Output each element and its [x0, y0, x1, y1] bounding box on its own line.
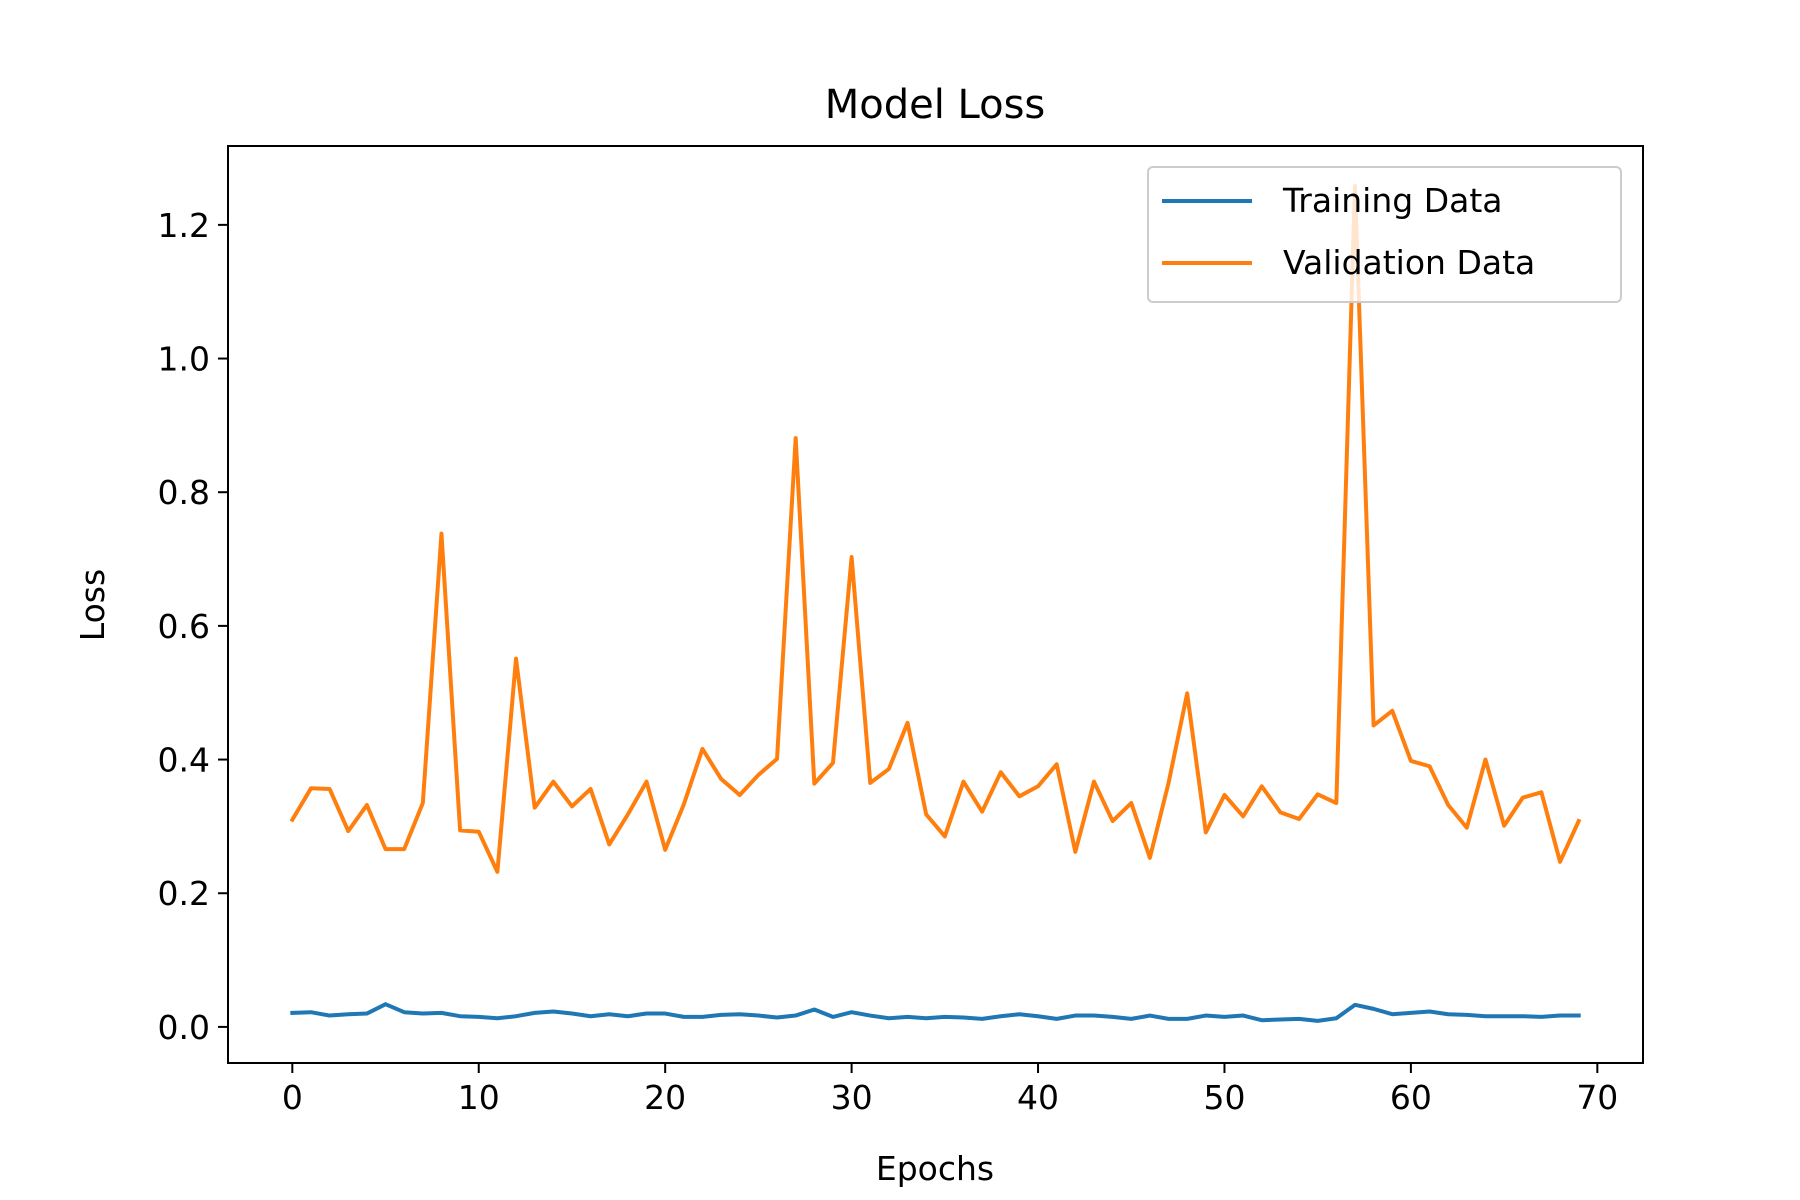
x-tick-label: 70 [1576, 1078, 1618, 1117]
legend-label-validation: Validation Data [1283, 243, 1535, 282]
y-axis-label: Loss [73, 569, 112, 641]
legend-box [1147, 166, 1622, 303]
y-tick-label: 1.0 [158, 340, 210, 379]
x-axis-label: Epochs [876, 1149, 994, 1188]
y-tick-label: 0.6 [158, 607, 210, 646]
x-tick-label: 10 [458, 1078, 500, 1117]
legend: Training Data Validation Data [1147, 166, 1622, 303]
x-tick-label: 20 [644, 1078, 686, 1117]
x-tick-label: 40 [1017, 1078, 1059, 1117]
y-tick-label: 0.0 [158, 1008, 210, 1047]
y-tick-label: 1.2 [158, 206, 210, 245]
x-axis-ticks: 0 10 20 30 40 50 60 70 [282, 1063, 1618, 1117]
y-axis-ticks: 0.0 0.2 0.4 0.6 0.8 1.0 1.2 [158, 206, 228, 1047]
series-layer [289, 184, 1582, 1023]
x-tick-label: 30 [831, 1078, 873, 1117]
chart-title: Model Loss [825, 82, 1046, 128]
x-tick-label: 60 [1390, 1078, 1432, 1117]
x-tick-label: 50 [1203, 1078, 1245, 1117]
y-tick-label: 0.2 [158, 874, 210, 913]
y-tick-label: 0.8 [158, 473, 210, 512]
x-tick-label: 0 [282, 1078, 303, 1117]
series-line-training-data [290, 1002, 1581, 1023]
y-tick-label: 0.4 [158, 741, 210, 780]
axes-frame [227, 145, 1644, 1064]
series-line-validation-data [289, 184, 1582, 874]
legend-label-training: Training Data [1282, 181, 1503, 220]
